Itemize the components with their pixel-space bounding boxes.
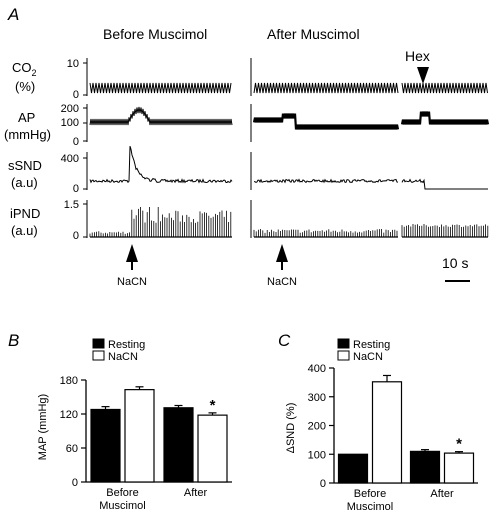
- ssnd-tick-top: 400: [61, 153, 79, 165]
- legend-b-nacn-label: NaCN: [108, 351, 138, 363]
- panel-c-bar-resting-0: [337, 453, 369, 484]
- panel-b-bar-nacn-0: [124, 389, 155, 483]
- ipnd-tick-top: 1.5: [64, 199, 79, 211]
- ssnd-trace-after: [253, 178, 399, 184]
- panel-c-category-label: Muscimol: [347, 501, 393, 513]
- legend-c-nacn-label: NaCN: [353, 351, 383, 363]
- scale-bar-label: 10 s: [442, 255, 468, 271]
- ssnd-trace-hex: [401, 178, 488, 190]
- before-muscimol-header: Before Muscimol: [103, 26, 207, 42]
- ap-tick-top: 200: [61, 103, 79, 115]
- ipnd-label: iPND: [10, 206, 40, 221]
- ap-tick-bottom: 0: [73, 136, 79, 148]
- panel-b-ylabel: MAP (mmHg): [37, 394, 49, 460]
- panel-c-ytick-label: 200: [308, 421, 326, 433]
- panel-c-bar-nacn-0: [371, 381, 403, 484]
- panel-c-category-label: Before: [354, 488, 386, 500]
- physiological-traces: [89, 82, 490, 238]
- co2-tick-bottom: 0: [73, 89, 79, 101]
- hex-label: Hex: [405, 48, 430, 64]
- panel-c-ylabel: ΔSND (%): [285, 403, 297, 454]
- trace-axes: [83, 58, 252, 238]
- ipnd-trace-after: [253, 229, 398, 237]
- ssnd-trace-before: [89, 146, 233, 184]
- co2-trace-hex: [401, 82, 488, 94]
- nacn-label-before: NaCN: [117, 276, 147, 288]
- panel-c-legend: Resting NaCN: [337, 338, 390, 363]
- panel-b-legend: Resting NaCN: [92, 338, 145, 363]
- ssnd-unit-label: (a.u): [11, 175, 38, 190]
- panel-b-ytick-label: 120: [60, 409, 78, 421]
- ap-label: AP: [18, 110, 35, 125]
- panel-c-bar-resting-1: [409, 450, 441, 484]
- legend-c-resting-swatch: [337, 338, 350, 349]
- panel-b-category-label: Muscimol: [99, 500, 145, 512]
- panel-b-category-label: Before: [106, 487, 138, 499]
- panel-c-letter: C: [278, 331, 291, 350]
- ap-trace-hex: [400, 111, 490, 125]
- co2-tick-top: 10: [67, 58, 79, 70]
- panel-c-ytick-label: 400: [308, 363, 326, 375]
- panel-b-significance-mark: *: [210, 397, 216, 414]
- after-muscimol-header: After Muscimol: [267, 26, 360, 42]
- panel-c-significance-mark: *: [456, 436, 462, 453]
- panel-b-ytick-label: 60: [66, 443, 78, 455]
- panel-a-letter: A: [7, 5, 19, 24]
- panel-b-ytick-label: 180: [60, 375, 78, 387]
- nacn-arrowhead-icon-after: [276, 244, 288, 262]
- co2-trace-after: [253, 82, 399, 94]
- legend-b-resting-label: Resting: [108, 339, 145, 351]
- panel-c-ytick-label: 0: [320, 478, 326, 490]
- panel-c-ytick-label: 100: [308, 449, 326, 461]
- panel-b-bar-resting-1: [163, 407, 194, 483]
- legend-c-nacn-swatch: [337, 350, 350, 361]
- ssnd-label: sSND: [8, 158, 42, 173]
- nacn-label-after: NaCN: [267, 276, 297, 288]
- ipnd-trace-before: [89, 207, 232, 237]
- panel-b-letter: B: [8, 331, 19, 350]
- panel-c-bar-nacn-1: [443, 452, 475, 484]
- panel-b-ytick-label: 0: [72, 477, 78, 489]
- panel-b-bar-nacn-1: [197, 414, 228, 483]
- panel-c-ytick-label: 300: [308, 392, 326, 404]
- ipnd-trace-hex: [401, 224, 489, 237]
- panel-b-category-label: After: [184, 487, 208, 499]
- panel-c-category-label: After: [430, 488, 454, 500]
- nacn-arrowhead-icon-before: [126, 244, 138, 262]
- ipnd-unit-label: (a.u): [11, 223, 38, 238]
- ap-tick-mid: 100: [61, 117, 79, 129]
- ap-trace-before: [89, 106, 233, 126]
- ap-trace-after: [252, 113, 400, 130]
- hex-arrowhead-icon: [417, 67, 429, 84]
- co2-unit-label: (%): [15, 79, 35, 94]
- co2-trace-before: [89, 82, 232, 94]
- ap-unit-label: (mmHg): [4, 127, 51, 142]
- ssnd-tick-bottom: 0: [73, 183, 79, 195]
- legend-c-resting-label: Resting: [353, 339, 390, 351]
- legend-b-resting-swatch: [92, 338, 105, 349]
- ipnd-tick-bottom: 0: [73, 230, 79, 242]
- legend-b-nacn-swatch: [92, 350, 105, 361]
- co2-label: CO2: [12, 60, 37, 78]
- panel-b-bar-resting-0: [90, 408, 121, 483]
